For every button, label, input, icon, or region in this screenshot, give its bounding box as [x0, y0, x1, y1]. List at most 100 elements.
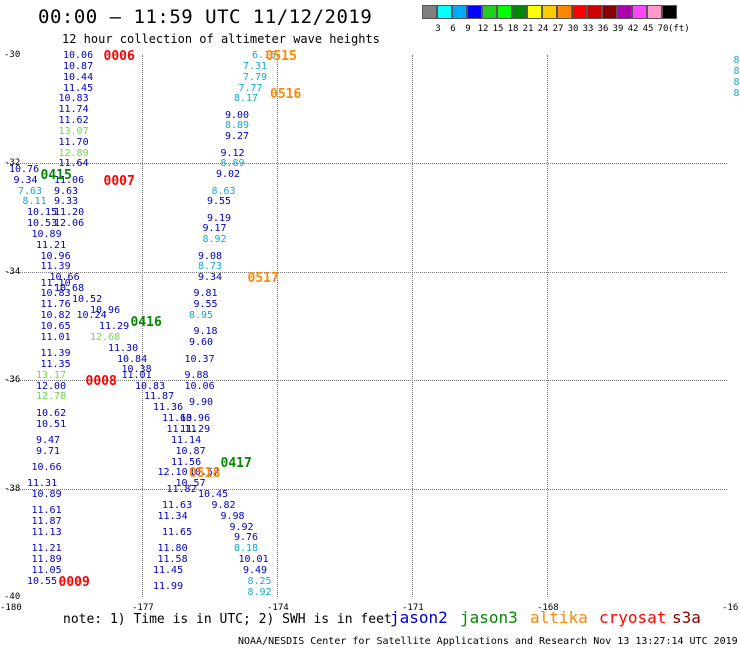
wave-height-reading: 9.55 [207, 196, 232, 208]
longitude-tick-label: -171 [402, 603, 424, 613]
wave-height-reading: 9.98 [220, 510, 245, 522]
wave-height-reading: 9.90 [189, 396, 214, 408]
wave-height-reading: 8.89 [225, 120, 250, 132]
wave-height-reading: 6.15 [252, 50, 277, 61]
colorbar-swatch [482, 5, 497, 19]
colorbar-swatch [422, 5, 437, 19]
meridian-gridline [277, 55, 278, 597]
colorbar-label: 3 [435, 24, 441, 34]
wave-height-reading: 11.20 [54, 207, 85, 219]
wave-height-reading: 9.47 [36, 434, 61, 446]
wave-height-reading: 11.45 [63, 82, 94, 94]
colorbar-label: 42 [627, 24, 639, 34]
wave-height-reading: 10.84 [117, 353, 148, 365]
wave-height-reading: 10.89 [31, 489, 62, 501]
colorbar-swatch [452, 5, 467, 19]
wave-height-reading: 8.11 [22, 196, 47, 208]
parallel-gridline [7, 488, 727, 490]
legend-cryosat: cryosat [599, 608, 667, 627]
wave-height-reading: 10.37 [184, 353, 215, 365]
longitude-tick-label: -174 [267, 603, 289, 613]
wave-height-reading: 8.92 [202, 234, 227, 246]
wave-height-reading: 11.63 [162, 413, 193, 425]
wave-height-reading: 7.31 [243, 60, 268, 72]
wave-height-reading: 10.87 [63, 60, 94, 72]
meridian-gridline [412, 55, 413, 597]
colorbar-swatch [557, 5, 572, 19]
wave-height-reading: 11.70 [58, 136, 89, 148]
wave-height-reading: 11.76 [40, 299, 71, 311]
wave-height-reading: 11.74 [58, 104, 89, 116]
colorbar-swatch [542, 5, 557, 19]
wave-height-reading: 11.01 [40, 331, 71, 343]
track-time-label: 0518 [189, 466, 221, 482]
wave-height-reading: 11.29 [180, 423, 211, 435]
wave-height-reading: 11.34 [157, 510, 188, 522]
wave-height-reading: 12.89 [58, 147, 89, 159]
wave-height-reading: 9.71 [36, 445, 61, 457]
colorbar-label: 12 [477, 24, 489, 34]
track-time-label: 0416 [130, 314, 162, 330]
colorbar-label: 9 [465, 24, 471, 34]
wave-height-reading: 12.10 [157, 467, 188, 479]
wave-height-reading: 8.4 [733, 66, 740, 78]
wave-height-reading: 8.18 [234, 543, 259, 555]
colorbar-label: (ft) [668, 24, 690, 34]
latitude-tick-label: -32 [4, 158, 21, 169]
latitude-tick-label: -38 [4, 483, 21, 494]
wave-height-reading: 10.45 [198, 489, 229, 501]
wave-height-reading: 7.79 [243, 71, 268, 83]
wave-height-reading: 11.39 [40, 348, 71, 360]
meridian-gridline [142, 55, 143, 597]
colorbar-label: 70 [657, 24, 669, 34]
colorbar-label: 27 [552, 24, 564, 34]
colorbar-label: 21 [522, 24, 534, 34]
colorbar-swatch [647, 5, 662, 19]
wave-height-reading: 11.89 [31, 554, 62, 566]
wave-height-reading: 10.96 [40, 250, 71, 262]
colorbar-label: 33 [582, 24, 594, 34]
legend-altika: altika [530, 608, 588, 627]
wave-height-reading: 10.38 [121, 364, 152, 376]
wave-height-reading: 11.10 [40, 277, 71, 289]
wave-height-reading: 12.00 [36, 380, 67, 392]
wave-height-reading: 10.82 [40, 310, 71, 322]
wave-height-reading: 10.83 [40, 288, 71, 300]
wave-height-reading: 11.21 [31, 543, 62, 555]
wave-height-reading: 9.27 [225, 131, 250, 143]
wave-height-reading: 12.06 [54, 218, 85, 230]
parallel-gridline [7, 163, 727, 165]
wave-height-reading: 11.31 [27, 478, 58, 490]
wave-height-reading: 11.05 [31, 564, 62, 576]
wave-height-reading: 11.13 [31, 526, 62, 538]
wave-height-reading: 10.96 [180, 413, 211, 425]
wave-height-reading: 8.63 [211, 185, 236, 197]
wave-height-reading: 11.21 [36, 239, 67, 251]
wave-height-reading: 7.77 [238, 82, 263, 94]
wave-height-reading: 9.60 [189, 337, 214, 349]
wave-height-reading: 11.80 [157, 543, 188, 555]
wave-height-reading: 9.63 [54, 185, 79, 197]
colorbar-label: 45 [642, 24, 654, 34]
wave-height-reading: 11.62 [58, 115, 89, 127]
colorbar-label: 6 [450, 24, 456, 34]
wave-height-reading: 10.44 [63, 71, 94, 83]
wave-height-reading: 9.88 [184, 369, 209, 381]
wave-height-reading: 10.66 [31, 461, 62, 473]
legend-jason2: jason2 [390, 608, 448, 627]
wave-height-reading: 8.92 [247, 586, 272, 598]
wave-height-reading: 13.07 [58, 125, 89, 137]
latitude-tick-label: -36 [4, 375, 21, 386]
colorbar-swatch [662, 5, 677, 19]
track-time-label: 0415 [40, 168, 72, 184]
wave-height-reading: 9.08 [198, 250, 223, 262]
wave-height-reading: 10.01 [238, 554, 269, 566]
wave-height-reading: 10.66 [49, 272, 80, 284]
wave-height-reading: 8.6 [733, 77, 740, 89]
longitude-tick-label: -16 [722, 603, 739, 613]
wave-height-reading: 12.78 [36, 391, 67, 403]
units-note: note: 1) Time is in UTC; 2) SWH is in fe… [63, 612, 392, 627]
credit-line: NOAA/NESDIS Center for Satellite Applica… [238, 636, 738, 647]
wave-height-reading: 10.06 [63, 50, 94, 61]
wave-height-reading: 11.99 [153, 581, 184, 593]
